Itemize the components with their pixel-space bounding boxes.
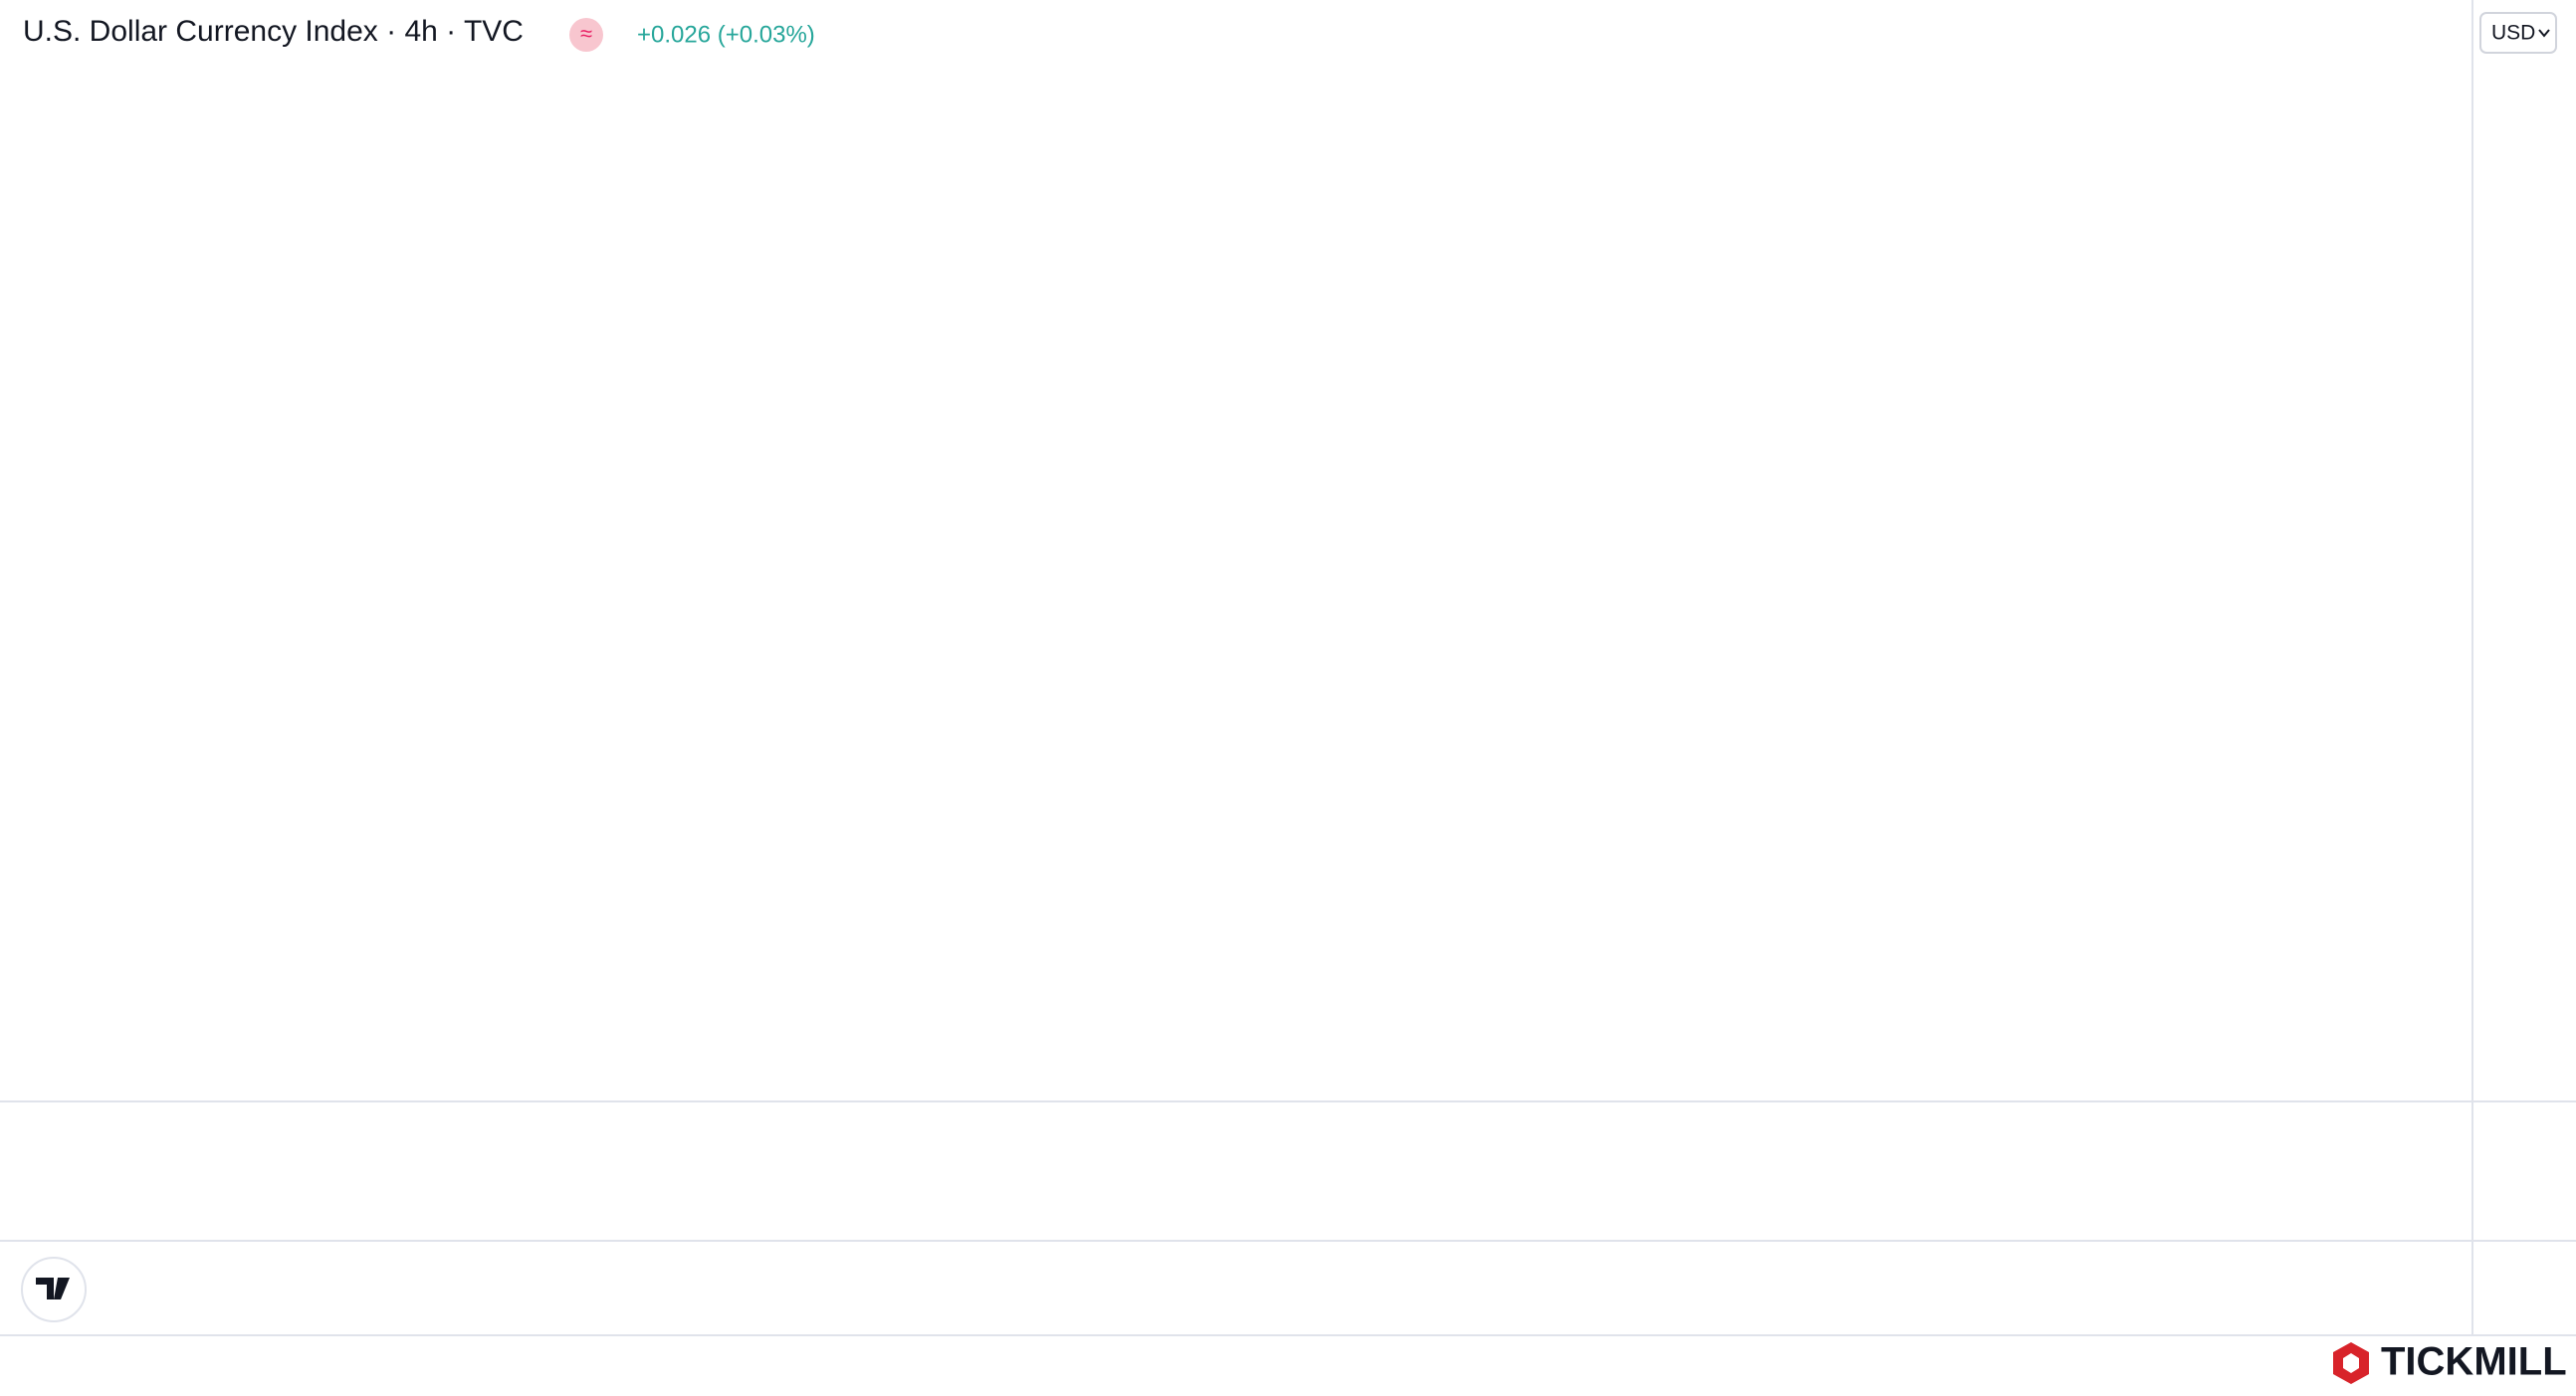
price-change: +0.026 (+0.03%) (637, 21, 815, 48)
indicator-icon-glyph: ≈ (580, 21, 592, 46)
currency-caret (2538, 29, 2550, 38)
currency-label: USD (2491, 22, 2535, 45)
brand-logo (2333, 1342, 2369, 1384)
chart-title: U.S. Dollar Currency Index · 4h · TVC (23, 15, 524, 48)
brand-name: TICKMILL (2381, 1340, 2567, 1384)
indicator-icon[interactable] (569, 18, 603, 52)
tv-logo-mark (36, 1278, 70, 1299)
currency-select[interactable] (2479, 12, 2557, 54)
